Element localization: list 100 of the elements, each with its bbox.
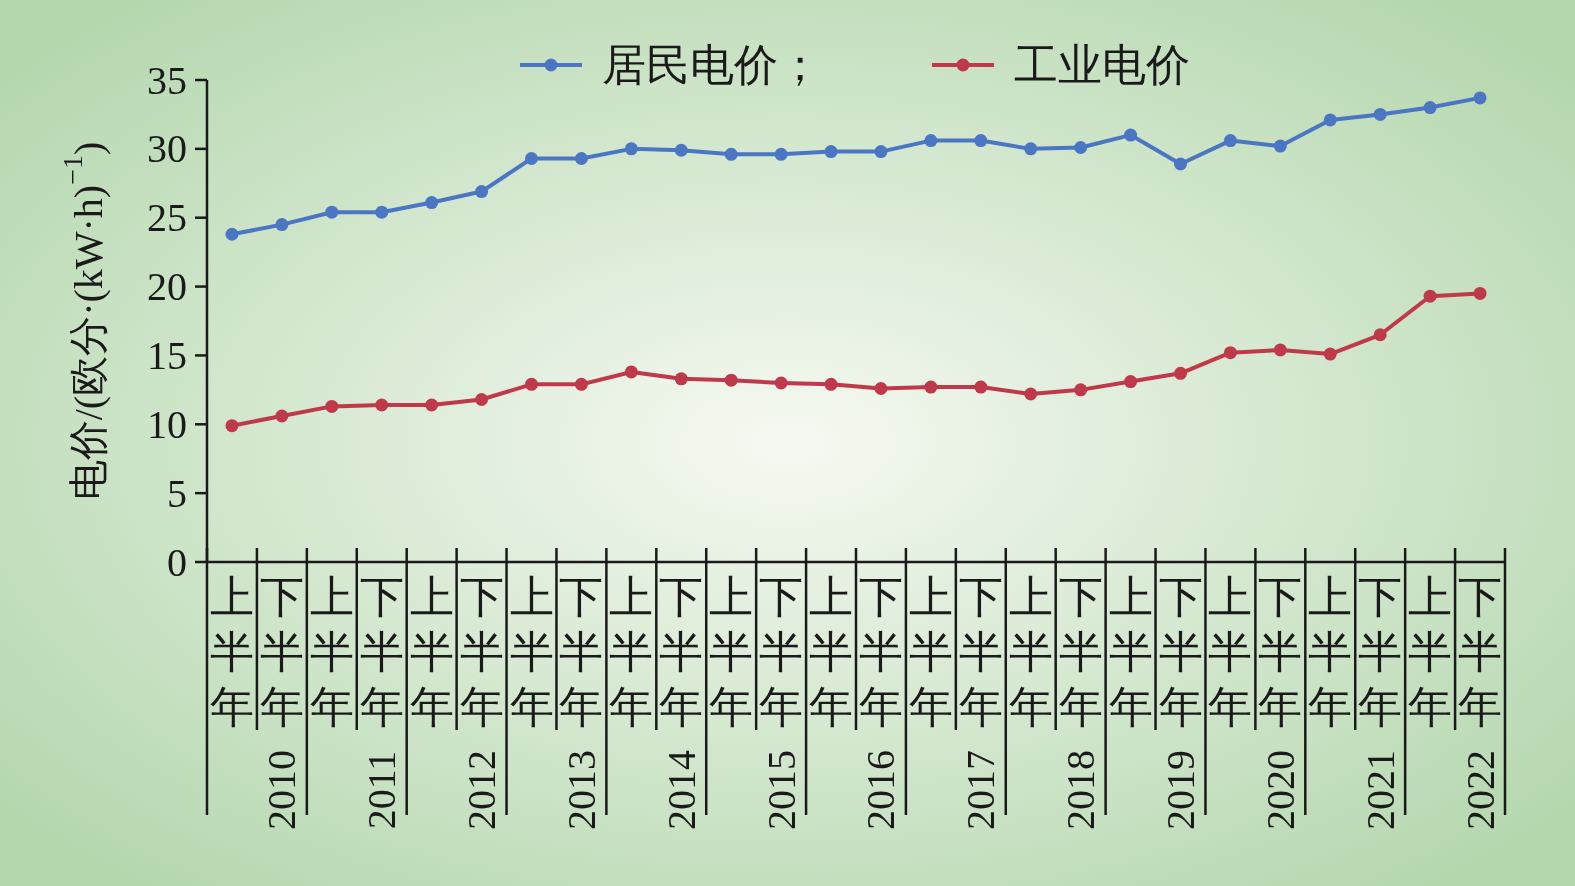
point [1473,286,1487,300]
point [1273,139,1287,153]
text: 2011 [359,750,405,830]
legend-label: 工业电价 [1014,40,1190,90]
y-tick-label: 35 [147,57,187,103]
point [1323,113,1337,127]
point [1423,101,1437,115]
point [1174,366,1187,380]
point [1473,91,1487,105]
y-tick-label: 5 [167,470,187,516]
legend-label: 居民电价； [602,40,822,90]
x-tick-label: 下半年 [1058,573,1103,732]
point [375,205,389,219]
point [375,398,389,412]
point [275,409,289,423]
point [275,218,289,232]
x-tick-label: 下半年 [459,573,504,732]
y-tick-label: 0 [167,539,187,585]
point [425,196,439,210]
point [1124,375,1138,389]
x-tick-label: 上半年 [709,573,754,732]
point [475,393,489,406]
point [724,147,738,161]
point [574,377,588,391]
y-tick-label: 30 [147,126,187,172]
text: 2013 [558,750,604,830]
point [824,145,838,159]
x-tick-label: 下半年 [259,573,304,732]
x-tick-label: 上半年 [1108,573,1153,732]
x-tick-label: 上半年 [1308,573,1353,732]
point [525,152,538,165]
x-tick-label: 上半年 [908,573,953,732]
point [674,143,688,157]
text: 2022 [1457,750,1503,830]
x-tick-label: 下半年 [958,573,1003,732]
point [774,147,788,161]
point [924,380,938,394]
point [1223,134,1237,148]
point [874,145,888,159]
text: 2014 [658,750,704,830]
point [1273,343,1287,357]
text: 2016 [858,750,904,830]
text: 2015 [758,750,804,830]
point [1074,140,1088,154]
text: 2012 [459,750,505,830]
x-tick-label: 下半年 [858,573,903,732]
x-tick-label: 上半年 [1208,573,1253,732]
point [1373,328,1387,342]
point [1223,346,1237,360]
point [1423,289,1437,303]
point [874,381,888,395]
point [1124,128,1138,142]
x-tick-label: 上半年 [509,573,554,732]
point [475,185,489,199]
y-tick-label: 25 [147,195,187,241]
point [225,227,239,241]
point [624,142,638,156]
x-tick-label: 下半年 [659,573,704,732]
text: 2021 [1357,750,1403,830]
point [974,380,988,394]
point [1024,387,1038,401]
x-tick-label: 上半年 [1408,573,1453,732]
text: 2018 [1058,750,1104,830]
point [974,134,988,148]
point [1074,383,1088,397]
x-tick-label: 上半年 [809,573,854,732]
point [325,399,339,413]
point [674,372,688,386]
text: 2017 [958,750,1004,830]
point [1174,157,1187,171]
point [774,376,788,390]
y-tick-label: 10 [147,401,187,447]
point [824,377,838,391]
text: 2019 [1158,750,1203,830]
point [525,377,538,391]
x-tick-label: 下半年 [359,573,404,732]
point [624,365,638,379]
point [325,205,339,219]
x-tick-label: 下半年 [559,573,604,732]
y-tick-label: 20 [147,264,187,310]
x-tick-label: 上半年 [1008,573,1053,732]
point [425,398,439,412]
point [1024,142,1038,156]
x-tick-label: 上半年 [309,573,354,732]
point [924,134,938,148]
x-tick-label: 上半年 [209,573,254,732]
x-tick-label: 下半年 [1258,573,1303,732]
point [225,419,239,433]
x-tick-label: 上半年 [409,573,454,732]
text: 2020 [1257,750,1303,830]
text: 2010 [259,750,305,830]
x-tick-label: 下半年 [759,573,804,732]
point [724,373,738,387]
y-tick-label: 15 [147,332,187,378]
x-tick-label: 下半年 [1358,573,1403,732]
x-tick-label: 上半年 [609,573,654,732]
point [1323,347,1337,361]
x-tick-label: 下半年 [1158,573,1203,732]
point [1373,107,1387,121]
x-tick-label: 下半年 [1458,573,1503,732]
